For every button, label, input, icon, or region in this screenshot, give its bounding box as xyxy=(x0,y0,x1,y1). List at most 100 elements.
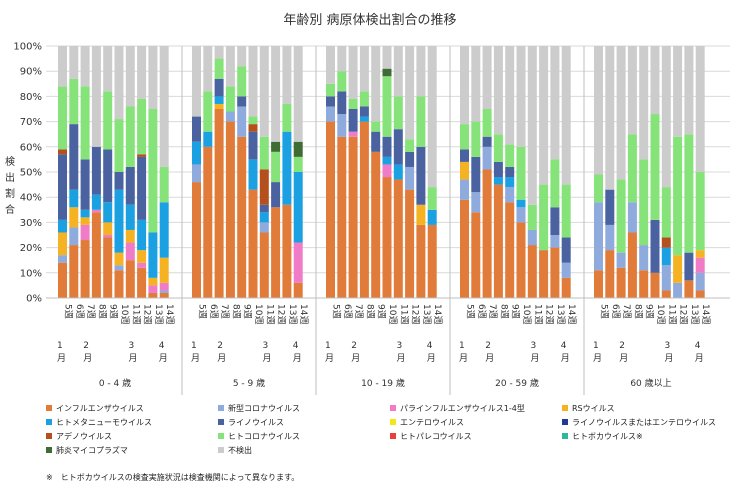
month-label: 3 xyxy=(396,341,402,351)
bar-segment xyxy=(282,131,292,205)
x-tick-label: 14週 xyxy=(566,304,577,324)
age-group-label: 10 - 19 歳 xyxy=(361,377,405,389)
bar-segment xyxy=(427,224,437,298)
bar-segment xyxy=(214,109,224,298)
bar-segment xyxy=(460,124,469,150)
x-tick-label: 14週 xyxy=(432,304,443,324)
bar-segment xyxy=(192,116,201,142)
legend-label: ヒトボカウイルス※ xyxy=(572,432,643,441)
bar-segment xyxy=(605,46,615,190)
bar-segment xyxy=(650,219,660,273)
bar-segment xyxy=(605,189,615,225)
month-label: 月 xyxy=(262,353,271,364)
bar-segment xyxy=(125,46,135,107)
legend-swatch xyxy=(562,418,568,425)
y-tick-label: 100% xyxy=(13,42,42,53)
y-tick-label: 90% xyxy=(20,67,42,78)
bar-segment xyxy=(516,207,526,223)
bar-segment xyxy=(326,121,335,298)
legend-item: ヒトメタニューモウイルス xyxy=(46,417,152,428)
x-tick-label: 12週 xyxy=(142,304,153,324)
bar-segment xyxy=(527,204,537,230)
bar-segment xyxy=(405,46,415,140)
bar-segment xyxy=(661,46,671,188)
month-label: 月 xyxy=(530,353,539,364)
x-tick-label: 12週 xyxy=(276,304,287,324)
legend-swatch xyxy=(46,404,52,411)
x-tick-label: 11週 xyxy=(130,304,141,324)
legend-label: インフルエンザウイルス xyxy=(56,404,144,413)
bar-segment xyxy=(58,86,67,150)
bar-segment xyxy=(471,192,481,213)
y-tick-label: 80% xyxy=(20,92,42,103)
bar-segment xyxy=(58,232,67,256)
legend-item: 新型コロナウイルス xyxy=(218,403,300,414)
bar-segment xyxy=(80,209,90,218)
legend-swatch xyxy=(218,404,224,411)
x-tick-label: 10週 xyxy=(521,304,532,324)
bar-segment xyxy=(80,46,90,87)
bar-segment xyxy=(594,202,603,271)
y-axis-label-char: 出 xyxy=(5,171,15,184)
month-label: 1 xyxy=(459,341,465,351)
footnote: ※ ヒトボカウイルスの検査実施状況は検査機関によって異なります。 xyxy=(46,473,300,482)
bar-segment xyxy=(471,156,481,193)
legend-label: ライノウイルス xyxy=(228,418,284,427)
x-tick-label: 13週 xyxy=(555,304,566,324)
bar-segment xyxy=(259,136,269,170)
bar-segment xyxy=(695,172,705,251)
bar-segment xyxy=(137,267,147,298)
bar-segment xyxy=(539,184,549,251)
bar-segment xyxy=(516,146,526,200)
bar-segment xyxy=(460,179,469,200)
bars xyxy=(58,46,705,298)
x-tick-label: 9週 xyxy=(376,304,387,319)
y-axis-label-char: 割 xyxy=(5,187,15,200)
month-label: 月 xyxy=(83,353,92,364)
bar-segment xyxy=(460,161,469,180)
bar-segment xyxy=(627,46,637,135)
bar-segment xyxy=(427,209,437,225)
bar-segment xyxy=(237,66,247,97)
bar-segment xyxy=(493,46,503,135)
bar-segment xyxy=(348,109,358,132)
bar-segment xyxy=(695,46,705,172)
bar-segment xyxy=(371,131,381,152)
x-tick-label: 5週 xyxy=(465,304,476,319)
bar-segment xyxy=(148,232,158,278)
month-label: 2 xyxy=(351,341,357,351)
bar-segment xyxy=(103,91,113,150)
x-tick-label: 8週 xyxy=(498,304,509,319)
age-group-label: 5 - 9 歳 xyxy=(233,377,265,389)
bar-segment xyxy=(684,134,694,253)
x-tick-label: 7週 xyxy=(85,304,96,319)
bar-segment xyxy=(58,149,67,155)
bar-segment xyxy=(482,169,492,298)
bar-segment xyxy=(159,257,169,283)
bar-segment xyxy=(505,166,515,178)
legend-label: 不検出 xyxy=(228,446,252,455)
bar-segment xyxy=(527,229,537,246)
bar-segment xyxy=(695,272,705,291)
month-label: 月 xyxy=(619,353,628,364)
legend-swatch xyxy=(218,446,224,453)
bar-segment xyxy=(214,103,224,109)
bar-segment xyxy=(382,68,392,77)
x-tick-label: 13週 xyxy=(421,304,432,324)
bar-segment xyxy=(69,189,79,208)
bar-segment xyxy=(460,149,469,162)
bar-segment xyxy=(359,46,369,92)
legend-swatch xyxy=(46,446,52,453)
legend-swatch xyxy=(218,418,224,425)
x-tick-label: 7週 xyxy=(487,304,498,319)
bar-segment xyxy=(348,131,358,137)
bar-segment xyxy=(371,46,381,122)
bar-segment xyxy=(214,96,224,104)
bar-segment xyxy=(192,141,201,165)
legend-label: RSウイルス xyxy=(572,404,615,413)
y-tick-label: 60% xyxy=(20,142,42,153)
x-tick-label: 10週 xyxy=(253,304,264,324)
bar-segment xyxy=(539,46,549,185)
bar-segment xyxy=(594,270,603,298)
bar-segment xyxy=(137,46,147,99)
